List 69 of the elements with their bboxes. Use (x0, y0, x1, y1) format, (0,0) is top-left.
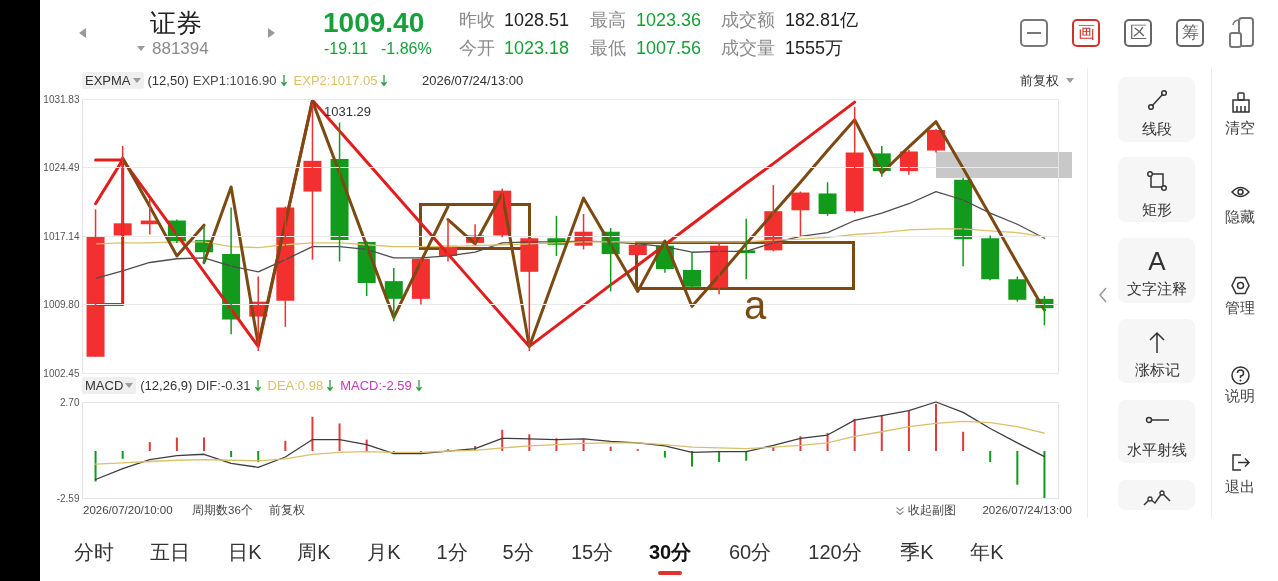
text: 线段 (1142, 120, 1172, 138)
text: 证券 (150, 8, 202, 39)
text: EXP2:1017.05 (293, 72, 378, 88)
text: 分时 (74, 540, 114, 564)
text: A (1148, 246, 1166, 277)
y-tick-label: 2.70 (60, 396, 80, 408)
y-tick-label: 1009.80 (43, 298, 80, 310)
text: 区 (1129, 23, 1147, 44)
text: 前复权 (269, 504, 305, 518)
text: -19.11 (324, 39, 369, 58)
text: 15分 (570, 540, 614, 564)
text: 最低 (590, 37, 626, 59)
text: 5分 (502, 540, 534, 564)
text: DEA:0.98 (267, 377, 324, 393)
text: 最高 (590, 9, 626, 31)
legend-title: EXPMA (85, 72, 131, 88)
legend-title: MACD (85, 377, 124, 393)
text: 周期数36个 (192, 504, 253, 518)
text: 881394 (152, 39, 209, 60)
text: 1028.51 (504, 9, 570, 31)
text: 成交量 (721, 37, 775, 59)
annotation: a (743, 282, 767, 328)
annotation: 1031.29 (324, 103, 371, 119)
text: 1009.40 (323, 6, 425, 39)
y-tick-label: 1024.49 (43, 161, 80, 173)
text: 1007.56 (636, 37, 702, 59)
text: 管理 (1225, 299, 1255, 317)
text: 五日 (150, 540, 190, 564)
text: 退出 (1225, 478, 1255, 496)
text: 120分 (808, 540, 862, 564)
text: 季K (900, 540, 934, 564)
text: 1023.36 (636, 9, 702, 31)
text: 筹 (1181, 23, 1199, 44)
text: MACD:-2.59 (340, 377, 412, 393)
text: 成交额 (721, 9, 775, 31)
text: 文字注释 (1127, 280, 1187, 298)
text: 矩形 (1142, 201, 1172, 219)
text: 隐藏 (1225, 208, 1255, 226)
text: 清空 (1225, 119, 1255, 137)
text: 周K (297, 540, 331, 564)
y-tick-label: 1031.83 (43, 93, 80, 105)
text: 1023.18 (504, 37, 570, 59)
y-tick-label: 1017.14 (43, 230, 80, 242)
text: 画 (1077, 23, 1095, 44)
y-tick-label: -2.59 (56, 492, 80, 504)
text: DIF:-0.31 (196, 377, 251, 393)
y-tick-label: 1002.45 (43, 367, 80, 379)
text: 2026/07/24/13:00 (982, 504, 1072, 518)
text: 收起副图 (908, 504, 956, 518)
text: 日K (228, 540, 262, 564)
text: 2026/07/20/10:00 (83, 504, 173, 518)
text: 1分 (436, 540, 468, 564)
text: 前复权 (1020, 72, 1059, 88)
text: 今开 (459, 37, 495, 59)
text: 182.81亿 (785, 9, 859, 31)
text: 水平射线 (1127, 441, 1187, 459)
text: 涨标记 (1134, 361, 1180, 379)
text: -1.86% (381, 39, 432, 58)
text: 年K (970, 540, 1004, 564)
text: (12,26,9) (140, 377, 193, 393)
text: (12,50) (147, 72, 189, 88)
text: 月K (367, 540, 401, 564)
text: EXP1:1016.90 (192, 72, 277, 88)
text: 60分 (728, 540, 772, 564)
text: 昨收 (459, 9, 495, 31)
text: 30分 (648, 540, 692, 564)
text: 2026/07/24/13:00 (422, 72, 524, 88)
text: 1555万 (785, 37, 844, 59)
text: 说明 (1225, 387, 1255, 405)
